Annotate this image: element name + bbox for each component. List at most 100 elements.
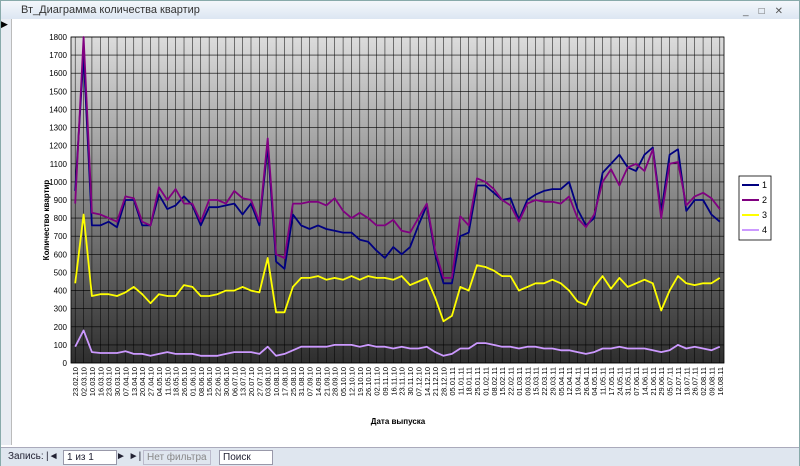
- x-tick-label: 05.01.11: [448, 367, 457, 396]
- record-position[interactable]: 1 из 1: [63, 450, 117, 465]
- x-tick-label: 20.04.10: [138, 367, 147, 396]
- x-tick-label: 17.05.11: [607, 367, 616, 396]
- x-tick-label: 07.09.10: [306, 367, 315, 396]
- x-tick-label: 09.11.10: [381, 367, 390, 396]
- x-tick-label: 02.03.10: [80, 367, 89, 396]
- search-box[interactable]: Поиск: [219, 450, 273, 465]
- x-tick-label: 18.05.10: [172, 367, 181, 396]
- x-tick-label: 29.06.11: [657, 367, 666, 396]
- x-tick-label: 18.01.11: [465, 367, 474, 396]
- y-tick-label: 800: [54, 214, 68, 223]
- y-tick-label: 300: [54, 305, 68, 314]
- x-tick-label: 02.11.10: [373, 367, 382, 396]
- x-tick-label: 22.06.10: [214, 367, 223, 396]
- record-label: Запись:: [8, 451, 44, 462]
- x-tick-label: 23.02.10: [71, 367, 80, 396]
- window-buttons[interactable]: _□✕: [743, 6, 793, 17]
- x-tick-label: 17.08.10: [280, 367, 289, 396]
- x-tick-label: 15.03.11: [532, 367, 541, 396]
- legend-label: 2: [762, 195, 767, 205]
- y-tick-label: 1100: [50, 160, 68, 169]
- x-tick-label: 07.12.10: [414, 367, 423, 396]
- y-tick-label: 400: [54, 287, 68, 296]
- y-tick-label: 1800: [49, 33, 67, 42]
- legend-label: 3: [762, 210, 767, 220]
- x-tick-label: 16.08.11: [716, 367, 725, 396]
- y-tick-label: 700: [54, 232, 68, 241]
- x-tick-label: 26.04.11: [582, 367, 591, 396]
- legend-label: 1: [762, 180, 767, 190]
- x-tick-label: 22.02.11: [507, 367, 516, 396]
- x-tick-label: 04.05.11: [590, 367, 599, 396]
- x-tick-label: 30.06.10: [222, 367, 231, 396]
- y-tick-label: 200: [54, 323, 68, 332]
- x-tick-label: 09.03.11: [523, 367, 532, 396]
- x-tick-label: 20.07.10: [247, 367, 256, 396]
- x-tick-label: 05.04.11: [557, 367, 566, 396]
- x-tick-label: 28.12.10: [440, 367, 449, 396]
- x-tick-label: 31.08.10: [297, 367, 306, 396]
- x-tick-label: 09.08.11: [707, 367, 716, 396]
- x-tick-label: 21.06.11: [649, 367, 658, 396]
- series-line: [74, 54, 721, 285]
- record-selector[interactable]: ▶: [1, 19, 12, 445]
- x-tick-label: 26.07.11: [691, 367, 700, 396]
- y-tick-label: 100: [54, 341, 68, 350]
- x-tick-label: 13.04.10: [130, 367, 139, 396]
- x-tick-label: 01.02.11: [481, 367, 490, 396]
- x-tick-label: 19.07.11: [682, 367, 691, 396]
- nav-next[interactable]: ► ►|: [116, 451, 142, 462]
- x-tick-label: 08.06.10: [197, 367, 206, 396]
- x-tick-label: 10.08.10: [272, 367, 281, 396]
- x-tick-label: 27.07.10: [255, 367, 264, 396]
- x-tick-label: 05.10.10: [339, 367, 348, 396]
- x-tick-label: 16.03.10: [96, 367, 105, 396]
- x-tick-label: 01.03.11: [515, 367, 524, 396]
- x-tick-label: 07.04.10: [121, 367, 130, 396]
- window-title: Вт_Диаграмма количества квартир: [21, 4, 200, 16]
- nav-first[interactable]: |◄ ◄: [46, 451, 72, 462]
- x-tick-label: 23.03.10: [105, 367, 114, 396]
- series-line: [74, 36, 721, 279]
- x-tick-label: 08.02.11: [490, 367, 499, 396]
- x-tick-label: 14.06.11: [640, 367, 649, 396]
- x-tick-label: 12.07.11: [674, 367, 683, 396]
- title-bar: Вт_Диаграмма количества квартир _□✕: [1, 1, 799, 19]
- series-line: [74, 329, 721, 357]
- chart: Количество квартир Дата выпуска 0 100 200 3…: [42, 33, 772, 426]
- x-tick-label: 10.03.10: [88, 367, 97, 396]
- y-tick-label: 1600: [49, 69, 67, 78]
- y-tick-label: 1000: [49, 178, 67, 187]
- x-tick-label: 19.10.10: [356, 367, 365, 396]
- x-tick-label: 12.04.11: [565, 367, 574, 396]
- y-tick-label: 1700: [49, 51, 67, 60]
- x-tick-label: 30.03.10: [113, 367, 122, 396]
- x-tick-label: 27.04.10: [147, 367, 156, 396]
- x-tick-label: 04.05.10: [155, 367, 164, 396]
- y-tick-label: 1300: [49, 124, 67, 133]
- series-line: [74, 213, 721, 323]
- x-tick-label: 13.07.10: [239, 367, 248, 396]
- x-axis-label: Дата выпуска: [371, 417, 426, 426]
- y-tick-label: 900: [54, 196, 68, 205]
- x-tick-label: 03.08.10: [264, 367, 273, 396]
- x-tick-label: 23.11.10: [398, 367, 407, 396]
- legend-label: 4: [762, 225, 767, 235]
- x-tick-label: 06.07.10: [230, 367, 239, 396]
- x-tick-label: 31.05.11: [624, 367, 633, 396]
- x-tick-label: 28.09.10: [331, 367, 340, 396]
- x-tick-label: 07.06.11: [632, 367, 641, 396]
- x-tick-label: 11.01.11: [456, 367, 465, 395]
- x-tick-label: 22.03.11: [540, 367, 549, 396]
- y-tick-label: 1500: [49, 87, 67, 96]
- filter-indicator[interactable]: Нет фильтра: [143, 450, 211, 465]
- x-tick-label: 19.04.11: [573, 367, 582, 396]
- x-tick-label: 11.05.11: [599, 367, 608, 395]
- x-tick-label: 02.08.11: [699, 367, 708, 396]
- x-tick-label: 01.06.10: [188, 367, 197, 396]
- x-tick-label: 05.07.11: [666, 367, 675, 396]
- x-tick-label: 12.10.10: [347, 367, 356, 396]
- x-tick-label: 16.11.10: [389, 367, 398, 396]
- x-tick-label: 26.10.10: [364, 367, 373, 396]
- x-tick-label: 15.06.10: [205, 367, 214, 396]
